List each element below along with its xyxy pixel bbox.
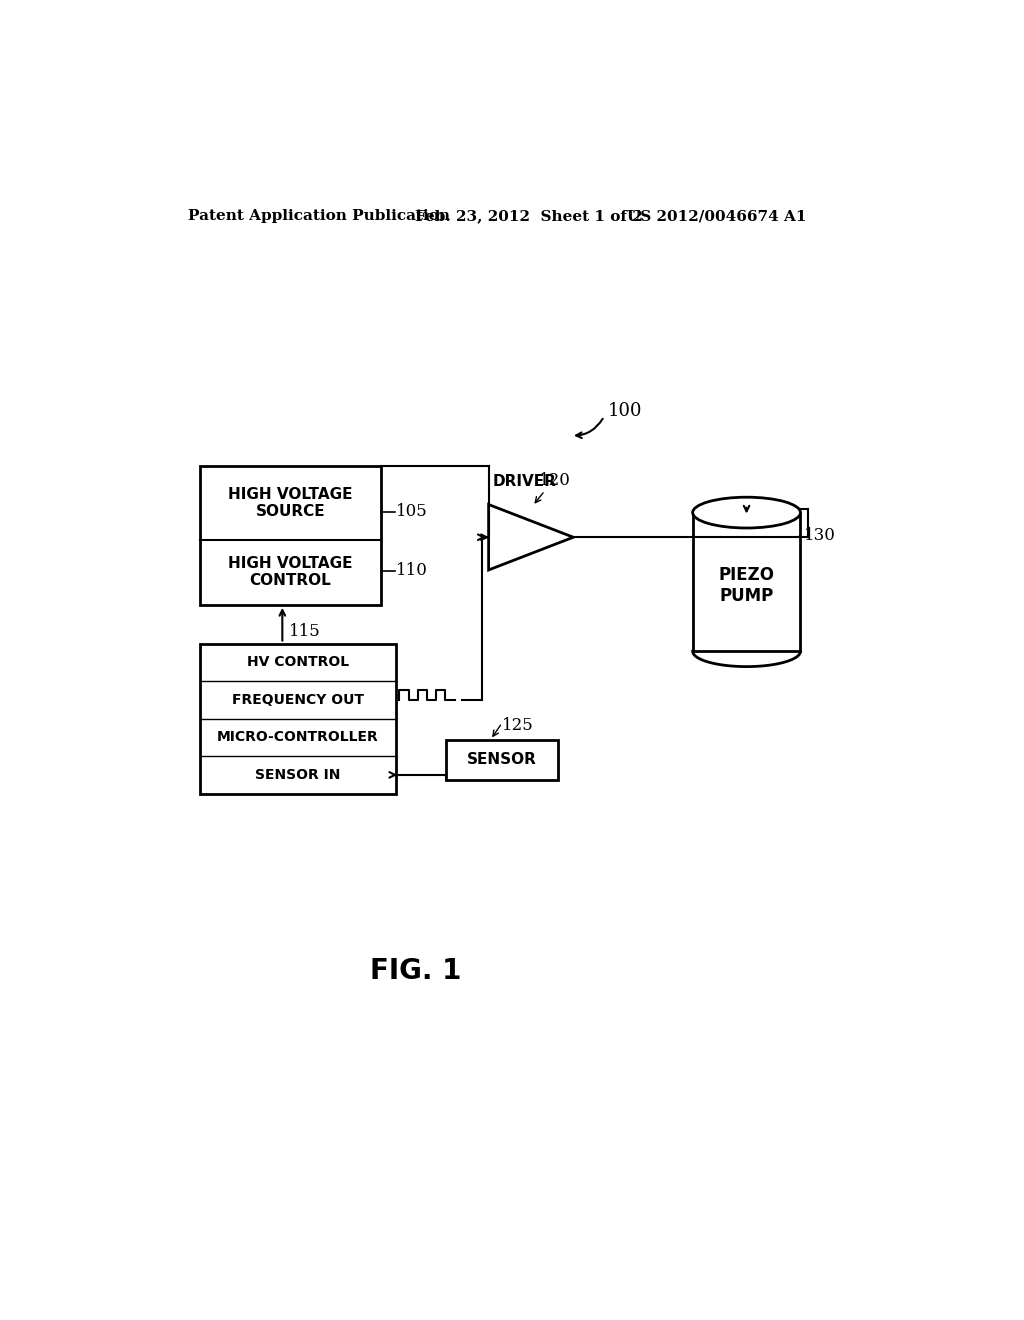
Bar xyxy=(692,512,801,651)
Text: DRIVER: DRIVER xyxy=(493,474,557,490)
Text: SENSOR IN: SENSOR IN xyxy=(255,768,341,781)
Text: 120: 120 xyxy=(539,473,570,490)
Bar xyxy=(200,644,396,793)
Ellipse shape xyxy=(692,498,801,528)
Text: HV CONTROL: HV CONTROL xyxy=(247,655,349,669)
Text: 105: 105 xyxy=(396,503,428,520)
Text: 130: 130 xyxy=(804,527,837,544)
Text: HIGH VOLTAGE
SOURCE: HIGH VOLTAGE SOURCE xyxy=(228,487,352,519)
Text: FREQUENCY OUT: FREQUENCY OUT xyxy=(232,693,365,706)
Text: HIGH VOLTAGE
CONTROL: HIGH VOLTAGE CONTROL xyxy=(228,556,352,589)
Bar xyxy=(446,739,558,780)
Text: 100: 100 xyxy=(608,403,642,420)
Bar xyxy=(200,466,381,605)
Text: US 2012/0046674 A1: US 2012/0046674 A1 xyxy=(628,209,807,223)
Text: MICRO-CONTROLLER: MICRO-CONTROLLER xyxy=(217,730,379,744)
Text: 125: 125 xyxy=(502,717,534,734)
Text: SENSOR: SENSOR xyxy=(467,752,537,767)
Text: 115: 115 xyxy=(289,623,321,640)
Text: Patent Application Publication: Patent Application Publication xyxy=(188,209,451,223)
Text: PIEZO
PUMP: PIEZO PUMP xyxy=(719,566,774,605)
Text: FIG. 1: FIG. 1 xyxy=(370,957,461,985)
Text: Feb. 23, 2012  Sheet 1 of 2: Feb. 23, 2012 Sheet 1 of 2 xyxy=(416,209,643,223)
Text: 110: 110 xyxy=(396,562,428,579)
